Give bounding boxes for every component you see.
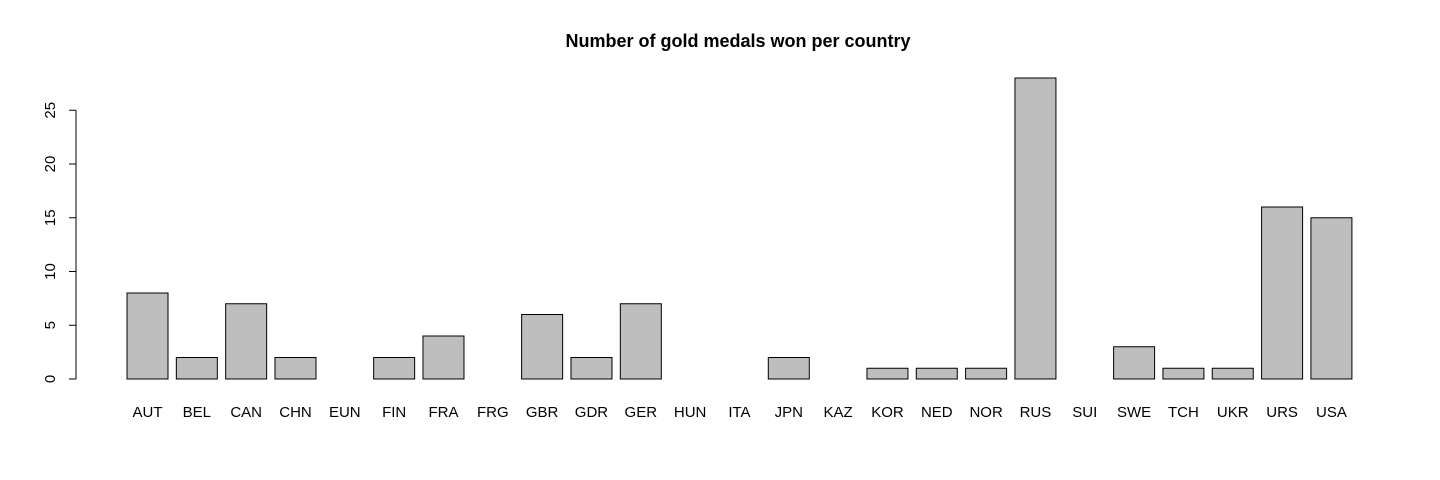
- x-tick-label-ita: ITA: [728, 404, 750, 421]
- bar-usa: [1310, 217, 1353, 380]
- y-tick-label: 20: [42, 156, 59, 173]
- x-tick-label-can: CAN: [230, 404, 262, 421]
- bar-nor: [965, 367, 1008, 380]
- x-tick-label-gbr: GBR: [526, 404, 559, 421]
- x-tick-label-sui: SUI: [1072, 404, 1097, 421]
- bar-swe: [1113, 346, 1156, 380]
- x-tick-label-usa: USA: [1316, 404, 1347, 421]
- x-tick-label-aut: AUT: [133, 404, 163, 421]
- y-tick-label: 25: [42, 102, 59, 119]
- x-tick-label-swe: SWE: [1117, 404, 1151, 421]
- chart-title: Number of gold medals won per country: [565, 31, 910, 51]
- bar-fra: [422, 335, 465, 380]
- x-tick-label-kor: KOR: [871, 404, 904, 421]
- x-tick-label-frg: FRG: [477, 404, 509, 421]
- bar-tch: [1162, 367, 1205, 380]
- y-tick-label: 5: [42, 321, 59, 329]
- bar-bel: [175, 357, 218, 380]
- bar-chn: [274, 357, 317, 380]
- x-tick-label-ger: GER: [625, 404, 658, 421]
- x-tick-label-ned: NED: [921, 404, 953, 421]
- x-tick-label-eun: EUN: [329, 404, 361, 421]
- bar-gdr: [570, 357, 613, 380]
- x-tick-label-tch: TCH: [1168, 404, 1199, 421]
- bar-ger: [619, 303, 662, 380]
- bars-group: [126, 77, 1353, 380]
- x-tick-label-ukr: UKR: [1217, 404, 1249, 421]
- bar-aut: [126, 292, 169, 380]
- x-tick-label-kaz: KAZ: [824, 404, 853, 421]
- x-tick-label-hun: HUN: [674, 404, 707, 421]
- x-tick-labels: AUT BEL CAN CHN EUN FIN FRA FRG GBR GDR GER HUN ITA J…: [133, 404, 1347, 421]
- x-tick-label-fra: FRA: [428, 404, 458, 421]
- y-axis: 0 5 10 15 20 25: [42, 102, 77, 383]
- bar-rus: [1014, 77, 1057, 380]
- bar-urs: [1261, 206, 1304, 380]
- bar-can: [225, 303, 268, 380]
- bar-ukr: [1211, 367, 1254, 380]
- x-tick-label-gdr: GDR: [575, 404, 609, 421]
- x-tick-label-fin: FIN: [382, 404, 406, 421]
- x-tick-label-rus: RUS: [1020, 404, 1052, 421]
- y-tick-label: 10: [42, 263, 59, 280]
- bar-jpn: [767, 357, 810, 380]
- bar-gbr: [521, 314, 564, 380]
- x-tick-label-bel: BEL: [183, 404, 211, 421]
- bar-ned: [915, 367, 958, 380]
- x-tick-label-chn: CHN: [279, 404, 312, 421]
- x-tick-label-urs: URS: [1266, 404, 1298, 421]
- x-tick-label-jpn: JPN: [775, 404, 803, 421]
- x-tick-label-nor: NOR: [969, 404, 1003, 421]
- y-tick-label: 0: [42, 375, 59, 383]
- bar-fin: [373, 357, 416, 380]
- y-tick-label: 15: [42, 209, 59, 226]
- bar-kor: [866, 367, 909, 380]
